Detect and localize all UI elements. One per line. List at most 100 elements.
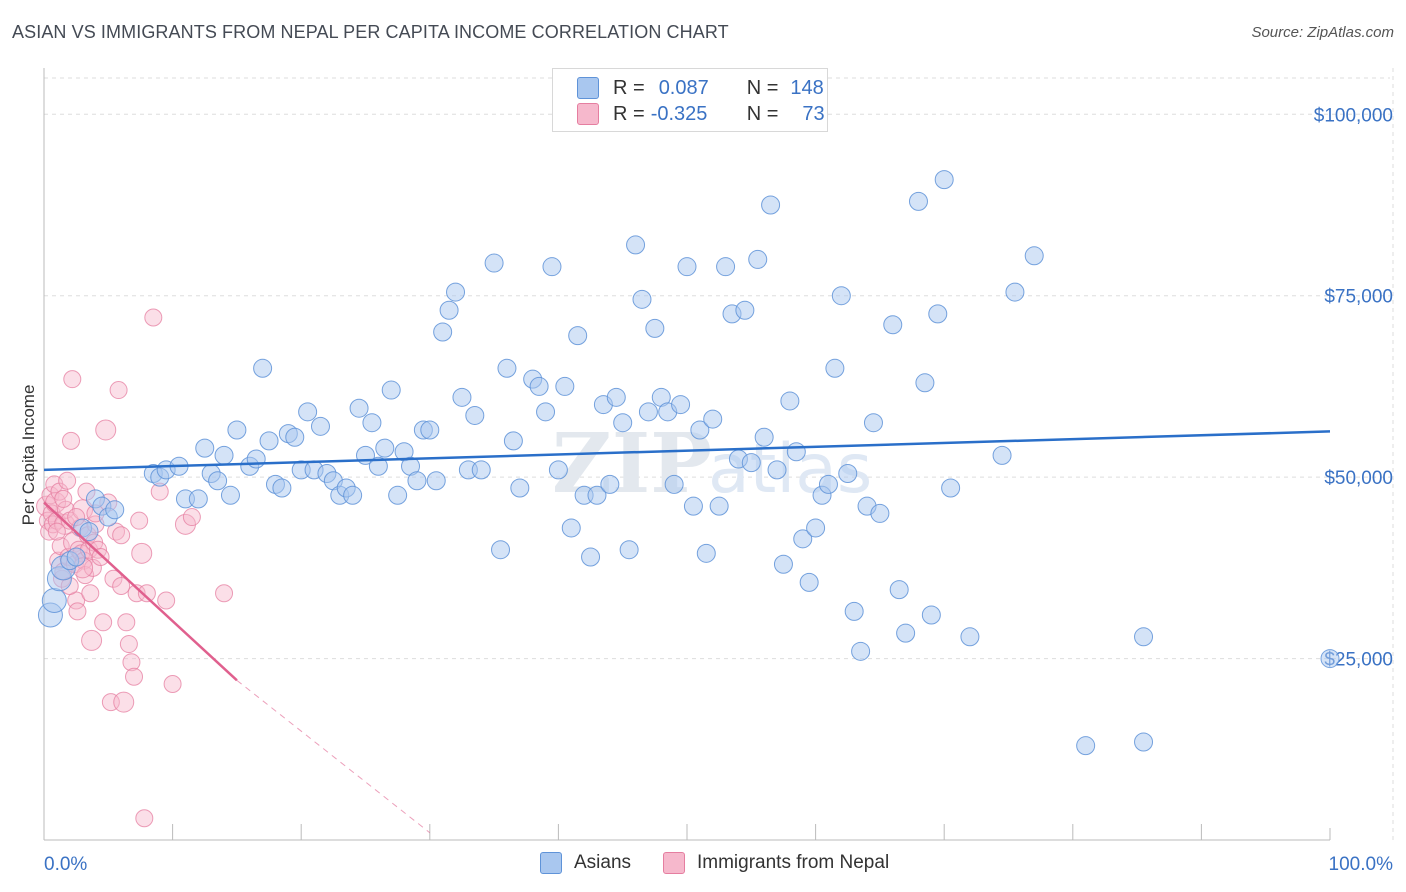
legend-row-asians: R = 0.087 N = 148 — [577, 75, 824, 101]
nepal-trend-extension — [236, 679, 431, 834]
nepal-swatch — [577, 103, 599, 125]
nepal-point — [215, 584, 234, 603]
asian-point — [851, 641, 871, 661]
asian-point — [298, 402, 318, 422]
nepal-point — [127, 584, 146, 603]
asian-point — [696, 543, 716, 563]
nepal-n-label: N = — [746, 102, 779, 125]
asian-point — [471, 460, 491, 480]
asian-point — [227, 420, 247, 440]
asian-point — [446, 282, 466, 302]
asian-point — [491, 540, 511, 560]
bottom-nepal-label: Immigrants from Nepal — [697, 852, 890, 873]
bottom-asians-swatch — [540, 852, 562, 874]
asian-point — [844, 601, 864, 621]
nepal-point — [94, 613, 113, 632]
asian-point — [368, 456, 388, 476]
asian-point — [703, 409, 723, 429]
asian-point — [626, 235, 646, 255]
nepal-point — [137, 584, 156, 603]
asian-point — [253, 358, 273, 378]
nepal-point — [76, 566, 95, 585]
asian-point — [960, 627, 980, 647]
source-label: Source: ZipAtlas.com — [1251, 24, 1394, 41]
nepal-point — [117, 613, 136, 632]
asian-point — [677, 257, 697, 277]
nepal-r-label: R = — [613, 102, 645, 125]
y-tick-label: $75,000 — [1324, 287, 1393, 308]
bottom-legend-nepal: Immigrants from Nepal — [663, 852, 889, 874]
asian-point — [915, 373, 935, 393]
asians-n-value: 148 — [790, 76, 824, 99]
nepal-point — [56, 500, 75, 519]
bottom-asians-label: Asians — [574, 852, 632, 873]
nepal-point — [112, 526, 131, 545]
asian-point — [105, 500, 125, 520]
asian-point — [671, 395, 691, 415]
asian-point — [780, 391, 800, 411]
asian-point — [741, 453, 761, 473]
asian-point — [896, 623, 916, 643]
asian-point — [66, 547, 86, 567]
nepal-point — [68, 602, 87, 621]
asian-point — [587, 485, 607, 505]
bottom-nepal-swatch — [663, 852, 685, 874]
asian-point — [407, 471, 427, 491]
asian-point — [349, 398, 369, 418]
asian-point — [683, 496, 703, 516]
asians-n-label: N = — [746, 76, 779, 99]
asian-point — [548, 460, 568, 480]
nepal-point — [81, 629, 103, 651]
asian-point — [1320, 649, 1340, 669]
asian-point — [188, 489, 208, 509]
legend-row-nepal: R = -0.325 N = 73 — [577, 101, 825, 127]
nepal-point — [119, 635, 138, 654]
nepal-point — [91, 547, 110, 566]
asian-point — [870, 503, 890, 523]
asian-point — [375, 438, 395, 458]
asian-point — [838, 464, 858, 484]
asian-point — [883, 315, 903, 335]
asians-trend-line — [43, 430, 1331, 472]
asian-point — [600, 474, 620, 494]
nepal-point — [130, 511, 149, 530]
asians-swatch — [577, 77, 599, 99]
asian-point — [208, 471, 228, 491]
chart-title: ASIAN VS IMMIGRANTS FROM NEPAL PER CAPIT… — [12, 22, 729, 42]
asian-point — [767, 460, 787, 480]
asian-point — [921, 605, 941, 625]
asian-point — [934, 170, 954, 190]
asian-point — [497, 358, 517, 378]
asian-point — [664, 474, 684, 494]
asian-point — [1134, 627, 1154, 647]
asian-point — [420, 420, 440, 440]
nepal-trend-line — [43, 501, 238, 682]
nepal-point — [122, 653, 141, 672]
asian-point — [343, 485, 363, 505]
nepal-point — [107, 522, 126, 541]
asian-point — [716, 257, 736, 277]
asian-point — [632, 289, 652, 309]
asian-point — [362, 413, 382, 433]
asian-point — [748, 249, 768, 269]
nepal-point — [182, 508, 201, 527]
asian-point — [690, 420, 710, 440]
nepal-point — [113, 691, 135, 713]
asian-point — [1005, 282, 1025, 302]
asian-point — [908, 191, 928, 211]
nepal-point — [81, 584, 100, 603]
asian-point — [465, 405, 485, 425]
asian-point — [259, 431, 279, 451]
nepal-point — [144, 308, 163, 327]
nepal-point — [163, 674, 182, 693]
asian-point — [793, 529, 813, 549]
asian-point — [310, 416, 330, 436]
asian-point — [754, 427, 774, 447]
correlation-legend: R = 0.087 N = 148 R = -0.325 N = 73 — [552, 68, 828, 132]
asian-point — [214, 445, 234, 465]
asian-point — [1134, 732, 1154, 752]
y-tick-label: $50,000 — [1324, 468, 1393, 489]
asian-point — [709, 496, 729, 516]
nepal-r-value: -0.325 — [650, 102, 708, 125]
